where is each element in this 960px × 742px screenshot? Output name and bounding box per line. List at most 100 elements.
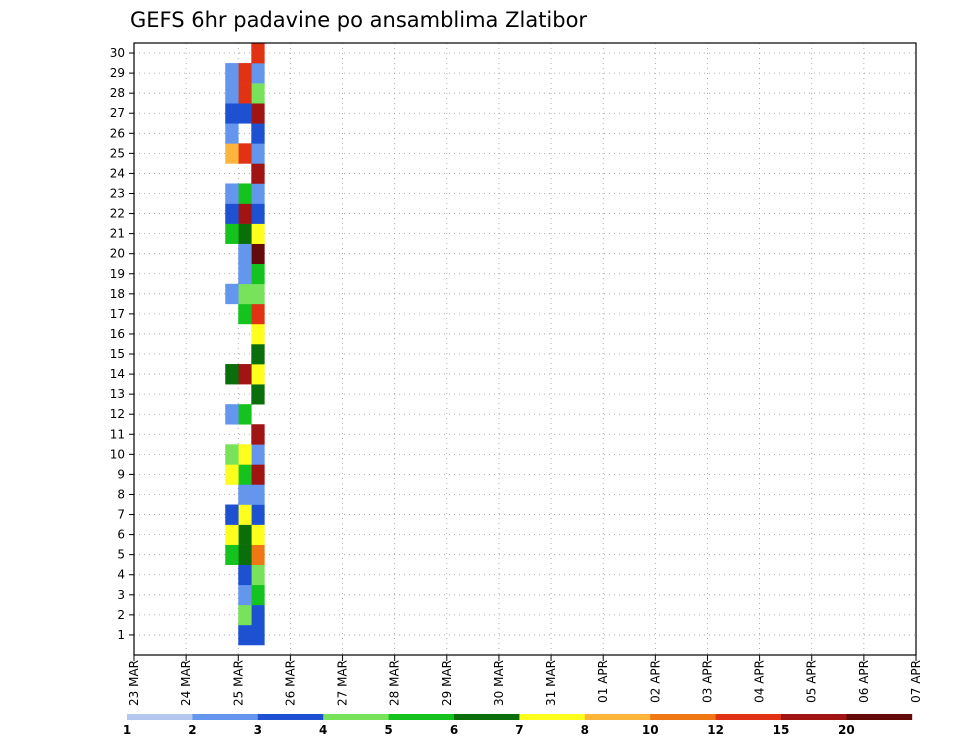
colorbar-swatch xyxy=(257,714,324,720)
heatmap-cell xyxy=(238,203,252,224)
heatmap-cell xyxy=(251,424,265,445)
colorbar-label: 7 xyxy=(515,723,523,737)
heatmap-cell xyxy=(238,63,252,84)
x-tick-label: 30 MAR xyxy=(492,660,506,706)
y-tick-label: 18 xyxy=(110,287,125,301)
heatmap-cell xyxy=(251,343,265,365)
y-tick-label: 29 xyxy=(110,66,125,80)
heatmap-cell xyxy=(238,83,252,104)
x-tick-label: 06 APR xyxy=(857,660,871,703)
y-axis: 1234567891011121314151617181920212223242… xyxy=(110,46,134,642)
heatmap-cell xyxy=(251,524,265,545)
x-tick-label: 02 APR xyxy=(648,660,662,703)
x-tick-label: 29 MAR xyxy=(440,660,454,706)
x-tick-label: 24 MAR xyxy=(179,660,193,706)
y-tick-label: 19 xyxy=(110,267,125,281)
heatmap-cell xyxy=(225,404,239,425)
heatmap-cell xyxy=(238,183,252,204)
colorbar-swatch xyxy=(584,714,651,720)
y-tick-label: 23 xyxy=(110,186,125,200)
heatmap-cell xyxy=(238,484,252,505)
heatmap-cell xyxy=(238,604,252,626)
heatmap-cell xyxy=(251,504,265,525)
heatmap-cell xyxy=(251,163,265,184)
colorbar: 1 2 3 4 5 6 7 8 10 12 15 20 xyxy=(123,714,913,737)
heatmap-cell xyxy=(251,624,265,646)
y-tick-label: 24 xyxy=(110,166,125,180)
x-tick-label: 28 MAR xyxy=(388,660,402,706)
heatmap-cell xyxy=(251,544,265,566)
heatmap-cell xyxy=(238,303,252,325)
heatmap-cell xyxy=(251,243,265,265)
colorbar-label: 20 xyxy=(838,723,855,737)
colorbar-label: 8 xyxy=(581,723,589,737)
heatmap-cell xyxy=(225,444,239,465)
x-tick-label: 23 MAR xyxy=(127,660,141,706)
heatmap-cell xyxy=(238,444,252,465)
y-tick-label: 17 xyxy=(110,307,125,321)
colorbar-label: 5 xyxy=(384,723,392,737)
heatmap-cell xyxy=(225,364,239,385)
y-tick-label: 4 xyxy=(117,568,125,582)
heatmap-cell xyxy=(251,123,265,144)
colorbar-swatch xyxy=(127,714,193,720)
y-tick-label: 6 xyxy=(117,528,125,542)
heatmap-cell xyxy=(238,624,252,646)
y-tick-label: 25 xyxy=(110,146,125,160)
y-tick-label: 30 xyxy=(110,46,125,60)
heatmap-cell xyxy=(238,564,252,586)
heatmap-cell xyxy=(251,223,265,244)
colorbar-swatch xyxy=(519,714,586,720)
heatmap-cells xyxy=(225,43,265,646)
y-tick-label: 28 xyxy=(110,86,125,100)
heatmap-cell xyxy=(251,83,265,104)
colorbar-label: 6 xyxy=(450,723,458,737)
colorbar-swatch xyxy=(323,714,389,720)
heatmap-cell xyxy=(238,364,252,385)
heatmap-cell xyxy=(238,544,252,566)
x-tick-label: 04 APR xyxy=(753,660,767,703)
x-tick-label: 01 APR xyxy=(596,660,610,703)
chart-title: GEFS 6hr padavine po ansamblima Zlatibor xyxy=(130,8,587,32)
heatmap-cell xyxy=(251,143,265,164)
y-tick-label: 21 xyxy=(110,227,125,241)
heatmap-cell xyxy=(238,263,252,285)
heatmap-cell xyxy=(225,223,239,244)
y-tick-label: 11 xyxy=(110,427,125,441)
colorbar-label: 2 xyxy=(188,723,196,737)
y-tick-label: 22 xyxy=(110,207,125,221)
heatmap-cell xyxy=(225,83,239,104)
heatmap-cell xyxy=(251,484,265,505)
colorbar-label: 10 xyxy=(642,723,659,737)
x-axis: 23 MAR 24 MAR 25 MAR 26 MAR 27 MAR 28 MAR 29 M… xyxy=(127,655,923,706)
heatmap-cell xyxy=(251,103,265,124)
heatmap-cell xyxy=(238,404,252,425)
heatmap-cell xyxy=(251,444,265,465)
heatmap-cell xyxy=(225,283,239,305)
heatmap-cell xyxy=(225,203,239,224)
heatmap-cell xyxy=(238,103,252,124)
heatmap-cell xyxy=(238,464,252,485)
y-tick-label: 8 xyxy=(117,487,125,501)
heatmap-cell xyxy=(251,203,265,224)
colorbar-label: 4 xyxy=(319,723,327,737)
heatmap-cell xyxy=(238,223,252,244)
heatmap-cell xyxy=(225,143,239,164)
x-tick-label: 07 APR xyxy=(909,660,923,703)
heatmap-cell xyxy=(251,283,265,305)
y-tick-label: 15 xyxy=(110,347,125,361)
y-tick-label: 7 xyxy=(117,508,125,522)
heatmap-cell xyxy=(225,123,239,144)
heatmap-cell xyxy=(225,524,239,545)
heatmap-cell xyxy=(251,564,265,586)
y-tick-label: 9 xyxy=(117,467,125,481)
y-tick-label: 16 xyxy=(110,327,125,341)
colorbar-label: 1 xyxy=(123,723,131,737)
heatmap-cell xyxy=(238,143,252,164)
heatmap-cell xyxy=(225,544,239,566)
heatmap-cell xyxy=(238,504,252,525)
colorbar-label: 12 xyxy=(707,723,724,737)
heatmap-cell xyxy=(225,103,239,124)
y-tick-label: 2 xyxy=(117,608,125,622)
heatmap-cell xyxy=(251,384,265,405)
